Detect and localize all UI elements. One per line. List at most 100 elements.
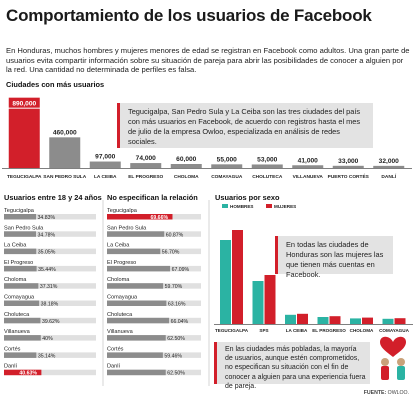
age-value-label: 35.14%: [38, 353, 56, 359]
callout-accent: [117, 103, 120, 148]
relationship-bar: [107, 248, 161, 255]
age-bar-track: [4, 300, 96, 306]
section-title-age: Usuarios entre 18 y 24 años: [4, 193, 102, 202]
age-category-label: Choloma: [4, 277, 27, 283]
sex-bar: [382, 318, 394, 324]
age-value-label: 38.18%: [41, 302, 59, 308]
age-value-label: 39.62%: [42, 319, 60, 325]
age-bar-track: [4, 283, 96, 289]
relationship-bar: [107, 214, 173, 220]
sex-bar: [362, 317, 373, 324]
sex-category-label: CHOLOMA: [350, 328, 374, 333]
relationship-bar: [107, 317, 170, 324]
age-value-label: 35.44%: [38, 267, 56, 273]
sex-callout-text: En todas las ciudades de Honduras son la…: [286, 240, 384, 279]
age-bar: [4, 231, 36, 237]
city-value-label: 97,000: [95, 154, 116, 161]
relationship-category-label: Cortés: [107, 346, 124, 352]
city-bar: [89, 161, 121, 168]
age-bar: [4, 352, 37, 358]
relationship-value-label: 67.09%: [172, 267, 190, 273]
source-value: OWLOO.: [387, 390, 409, 396]
city-category-label: LA CEIBA: [94, 174, 117, 180]
age-bar-track: [4, 248, 96, 255]
age-category-label: San Pedro Sula: [4, 225, 44, 231]
legend-label: MUJERES: [274, 204, 296, 209]
sex-category-label: TEGUCIGALPA: [215, 328, 249, 333]
city-category-label: SAN PEDRO SULA: [43, 174, 86, 180]
sex-bar: [297, 313, 308, 324]
relationship-value-label: 69.66%: [150, 215, 168, 221]
age-bar: [4, 317, 41, 324]
age-category-label: La Ceiba: [4, 243, 27, 249]
age-category-label: El Progreso: [4, 260, 33, 266]
city-bar: [8, 108, 40, 168]
cities-callout-text: Tegucigalpa, San Pedro Sula y La Ceiba s…: [128, 107, 361, 146]
relationship-bar: [107, 335, 166, 341]
sex-bar: [264, 275, 276, 324]
callout-accent: [275, 236, 278, 274]
relationship-category-label: Comayagua: [107, 295, 138, 301]
source-label: FUENTE:: [363, 390, 387, 396]
age-value-label: 40.63%: [19, 371, 37, 377]
age-bar-track: [4, 369, 96, 376]
age-bar: [4, 369, 42, 376]
city-bar: [49, 137, 81, 168]
relationship-bar: [107, 300, 167, 306]
city-value-label: 32,000: [379, 158, 400, 165]
city-value-label: 53,000: [257, 156, 278, 163]
relationship-category-label: Choluteca: [107, 312, 133, 318]
relationship-bar: [107, 352, 163, 358]
sex-bar: [285, 314, 296, 324]
age-bar: [4, 335, 41, 341]
city-bar: [170, 164, 202, 168]
relationship-category-label: San Pedro Sula: [107, 225, 147, 231]
relationship-category-label: El Progreso: [107, 260, 136, 266]
relationship-value-label: 63.16%: [168, 302, 186, 308]
city-category-label: PUERTO CORTÉS: [328, 172, 370, 180]
city-category-label: DANLÍ: [381, 172, 396, 180]
sex-bar: [329, 316, 341, 324]
section-title-cities: Ciudades con más usuarios: [6, 80, 105, 89]
relationship-value-label: 56.70%: [162, 250, 180, 256]
relationship-value-label: 60.87%: [166, 232, 184, 238]
city-bar: [211, 164, 243, 168]
city-users-chart: 890,000 TEGUCIGALPA 460,000 SAN PEDRO SULA 9…: [2, 97, 412, 180]
age-bar-track: [4, 352, 96, 358]
callout-accent: [214, 342, 217, 384]
sex-category-label: COMAYAGUA: [379, 328, 409, 333]
city-category-label: TEGUCIGALPA: [7, 174, 42, 180]
relationship-callout-text: En las ciudades más pobladas, la mayoría…: [225, 346, 366, 390]
age-category-label: Danlí: [4, 364, 18, 370]
city-category-label: COMAYAGUA: [211, 174, 243, 180]
age-category-label: Choluteca: [4, 312, 30, 318]
relationship-bar: [107, 369, 166, 376]
sex-callout: En todas las ciudades de Honduras son la…: [275, 236, 393, 279]
city-value-label: 41,000: [298, 157, 319, 164]
cities-callout: Tegucigalpa, San Pedro Sula y La Ceiba s…: [117, 103, 373, 148]
relationship-value-label: 59.46%: [164, 353, 182, 359]
users-by-sex-chart: HOMBRES MUJERES TEGUCIGALPA SPS LA CEIBA EL P…: [214, 204, 413, 333]
section-title-relationship: No especifican la relación: [107, 193, 198, 202]
age-bar-track: [4, 335, 96, 341]
age-bar: [4, 283, 39, 289]
age-bar-track: [4, 265, 96, 272]
relationship-bar: [107, 283, 164, 289]
sex-bar: [252, 281, 264, 324]
relationship-value-label: 59.70%: [165, 284, 183, 290]
relationship-category-label: Danlí: [107, 364, 121, 370]
intro-paragraph: En Honduras, muchos hombres y mujeres me…: [6, 46, 410, 75]
city-category-label: EL PROGRESO: [128, 174, 163, 180]
age-bar: [4, 248, 37, 255]
city-value-label: 55,000: [217, 156, 238, 163]
sex-bar: [220, 240, 231, 324]
couple-heart-icon: [380, 336, 406, 380]
city-value-label: 890,000: [12, 101, 36, 108]
age-bar-track: [4, 317, 96, 324]
legend-label: HOMBRES: [230, 204, 253, 209]
relationship-category-label: La Ceiba: [107, 243, 130, 249]
city-category-label: CHOLUTECA: [252, 174, 283, 180]
age-value-label: 37.31%: [40, 284, 58, 290]
age-value-label: 35.05%: [38, 250, 56, 256]
age-bar: [4, 300, 40, 306]
